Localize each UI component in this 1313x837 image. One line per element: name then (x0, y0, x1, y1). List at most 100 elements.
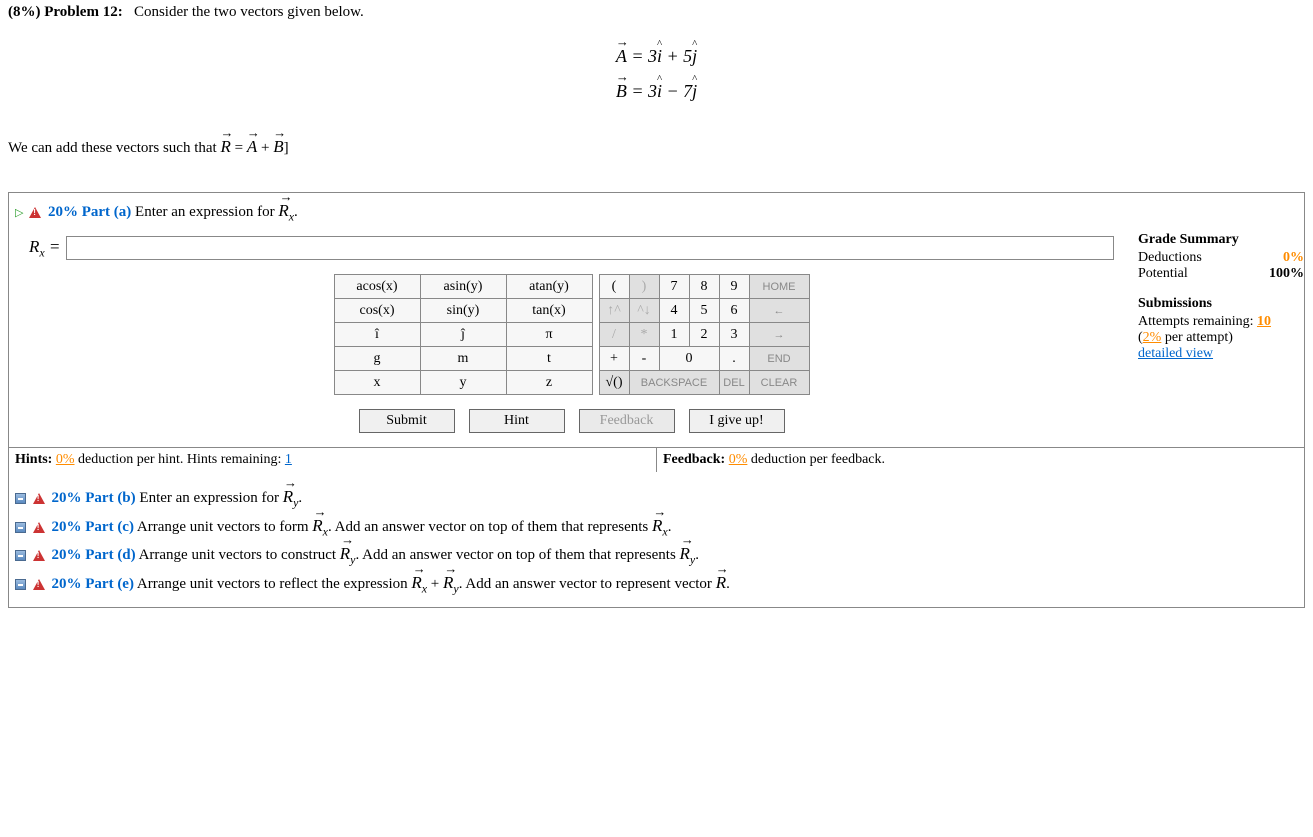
part-e-pct: 20% (52, 576, 82, 592)
collapse-icon[interactable] (15, 493, 26, 504)
part-b-title: Part (b) (85, 490, 135, 506)
grade-panel: Grade Summary Deductions0% Potential100%… (1134, 228, 1304, 439)
key-pi[interactable]: π (506, 323, 592, 347)
part-a-post: . (294, 204, 298, 220)
key-sqrt[interactable]: √() (599, 371, 629, 395)
key-asin[interactable]: asin(y) (420, 275, 506, 299)
subs-title: Submissions (1138, 296, 1304, 312)
submit-button[interactable]: Submit (359, 409, 455, 433)
part-e-mid: . Add an answer vector to represent vect… (459, 576, 716, 592)
collapse-icon[interactable] (15, 522, 26, 533)
part-c-title: Part (c) (85, 519, 134, 535)
warning-icon (29, 207, 41, 218)
part-c[interactable]: 20% Part (c) Arrange unit vectors to for… (15, 516, 1298, 539)
key-9[interactable]: 9 (719, 275, 749, 299)
key-4[interactable]: 4 (659, 299, 689, 323)
key-5[interactable]: 5 (689, 299, 719, 323)
part-d[interactable]: 20% Part (d) Arrange unit vectors to con… (15, 544, 1298, 567)
part-e[interactable]: 20% Part (e) Arrange unit vectors to ref… (15, 573, 1298, 596)
key-tan[interactable]: tan(x) (506, 299, 592, 323)
part-a-pct: 20% (48, 204, 78, 220)
key-left[interactable]: ← (749, 299, 809, 323)
key-sin[interactable]: sin(y) (420, 299, 506, 323)
equation-b: B = 3i − 7j (8, 81, 1305, 102)
key-m[interactable]: m (420, 347, 506, 371)
part-a-prompt-pre: Enter an expression for (131, 204, 278, 220)
problem-header: (8%) Problem 12: Consider the two vector… (8, 4, 1305, 21)
part-c-s1: x (323, 524, 328, 538)
hints-row: Hints: 0% deduction per hint. Hints rema… (9, 447, 1304, 472)
key-2[interactable]: 2 (689, 323, 719, 347)
key-g[interactable]: g (334, 347, 420, 371)
hints-pre: Hints: (15, 452, 56, 467)
key-jhat[interactable]: ĵ (420, 323, 506, 347)
hint-button[interactable]: Hint (469, 409, 565, 433)
potential-label: Potential (1138, 266, 1188, 282)
key-right[interactable]: → (749, 323, 809, 347)
problem-intro: Consider the two vectors given below. (134, 4, 364, 20)
part-a-box: ▷ 20% Part (a) Enter an expression for R… (8, 192, 1305, 608)
key-0[interactable]: 0 (659, 347, 719, 371)
part-d-v1: R (340, 544, 350, 563)
j-hat-2: j (692, 81, 697, 101)
key-z[interactable]: z (506, 371, 592, 395)
functions-keypad: acos(x)asin(y)atan(y) cos(x)sin(y)tan(x)… (334, 274, 593, 395)
keypad-area: acos(x)asin(y)atan(y) cos(x)sin(y)tan(x)… (17, 274, 1126, 433)
eq-b-p1: = 3 (627, 81, 657, 101)
part-d-mid: . Add an answer vector on top of them th… (355, 547, 679, 563)
part-a-header: ▷ 20% Part (a) Enter an expression for R… (9, 193, 1304, 228)
key-atan[interactable]: atan(y) (506, 275, 592, 299)
key-rparen[interactable]: ) (629, 275, 659, 299)
part-a-sub: x (289, 209, 294, 223)
key-down[interactable]: ^↓ (629, 299, 659, 323)
part-c-mid: . Add an answer vector on top of them th… (328, 519, 652, 535)
key-dot[interactable]: . (719, 347, 749, 371)
key-home[interactable]: HOME (749, 275, 809, 299)
other-parts: 20% Part (b) Enter an expression for Ry.… (9, 472, 1304, 607)
part-a-vec: R (278, 201, 288, 220)
key-del[interactable]: DEL (719, 371, 749, 395)
key-x[interactable]: x (334, 371, 420, 395)
answer-input[interactable] (66, 236, 1114, 260)
key-6[interactable]: 6 (719, 299, 749, 323)
key-3[interactable]: 3 (719, 323, 749, 347)
key-up[interactable]: ↑^ (599, 299, 629, 323)
key-y[interactable]: y (420, 371, 506, 395)
stmt-b: B (273, 137, 283, 156)
collapse-icon[interactable] (15, 579, 26, 590)
expand-icon[interactable]: ▷ (15, 207, 23, 219)
part-c-pre: Arrange unit vectors to form (134, 519, 312, 535)
key-plus[interactable]: + (599, 347, 629, 371)
collapse-icon[interactable] (15, 550, 26, 561)
part-d-title: Part (d) (85, 547, 135, 563)
key-ihat[interactable]: î (334, 323, 420, 347)
part-e-v3: R (716, 573, 726, 592)
key-div[interactable]: / (599, 323, 629, 347)
part-c-v1: R (312, 516, 322, 535)
key-acos[interactable]: acos(x) (334, 275, 420, 299)
part-b-pct: 20% (52, 490, 82, 506)
part-e-pre: Arrange unit vectors to reflect the expr… (134, 576, 411, 592)
part-c-s2: x (662, 524, 667, 538)
key-backspace[interactable]: BACKSPACE (629, 371, 719, 395)
key-end[interactable]: END (749, 347, 809, 371)
key-t[interactable]: t (506, 347, 592, 371)
key-7[interactable]: 7 (659, 275, 689, 299)
deductions-label: Deductions (1138, 250, 1202, 266)
key-cos[interactable]: cos(x) (334, 299, 420, 323)
key-1[interactable]: 1 (659, 323, 689, 347)
feedback-button[interactable]: Feedback (579, 409, 675, 433)
part-b-post: . (298, 490, 302, 506)
part-e-plus: + (427, 576, 443, 592)
key-mul[interactable]: * (629, 323, 659, 347)
key-minus[interactable]: - (629, 347, 659, 371)
potential-value: 100% (1269, 266, 1304, 281)
key-8[interactable]: 8 (689, 275, 719, 299)
hints-pct: 0% (56, 452, 75, 467)
problem-statement: We can add these vectors such that R = A… (8, 137, 1305, 157)
giveup-button[interactable]: I give up! (689, 409, 785, 433)
part-e-v1: R (411, 573, 421, 592)
key-clear[interactable]: CLEAR (749, 371, 809, 395)
detailed-view-link[interactable]: detailed view (1138, 346, 1304, 362)
key-lparen[interactable]: ( (599, 275, 629, 299)
